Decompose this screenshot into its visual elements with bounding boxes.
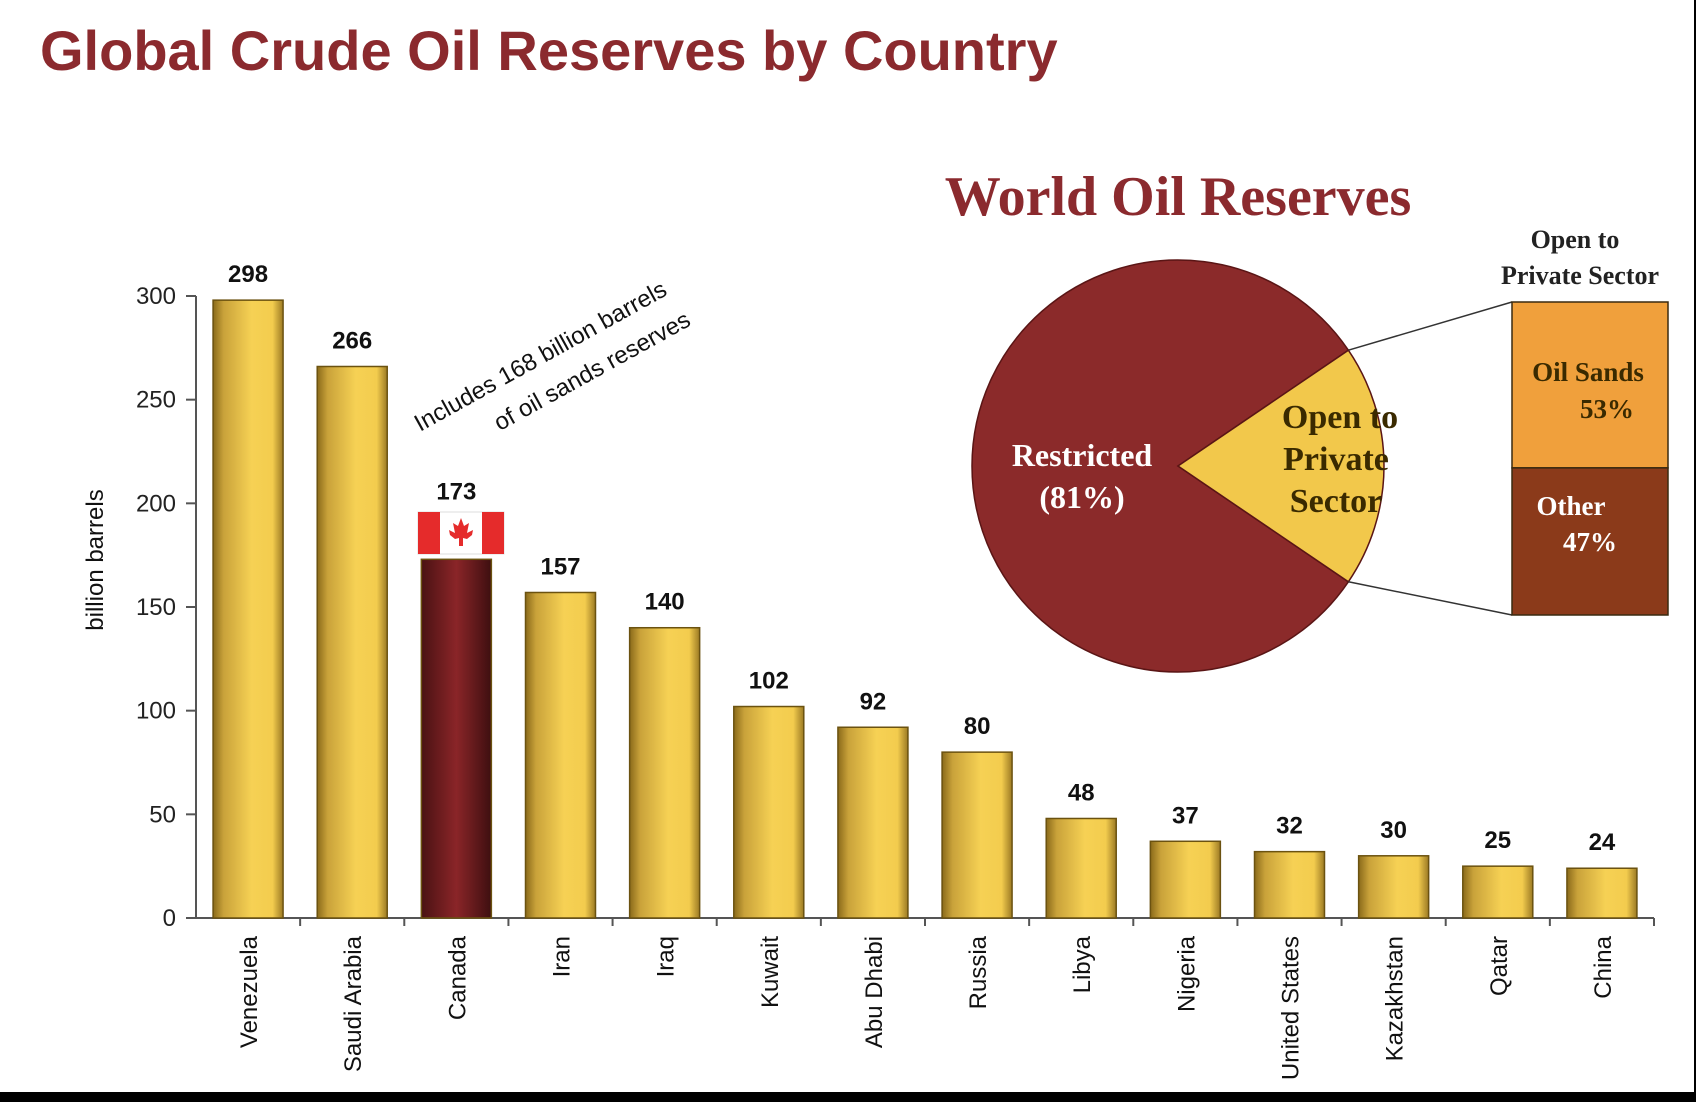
x-tick-label-venezuela: Venezuela <box>236 935 263 1048</box>
y-tick-label: 150 <box>136 594 176 621</box>
y-tick-label: 200 <box>136 490 176 517</box>
y-tick-label: 50 <box>149 801 176 828</box>
breakdown-connector-top <box>1348 301 1513 351</box>
value-label-libya: 48 <box>1068 779 1095 806</box>
canada-flag-icon <box>417 511 505 555</box>
bar-canada <box>420 558 493 919</box>
pie-chart-title: World Oil Reserves <box>945 166 1412 228</box>
value-labels: 298 266 173 157 140 102 92 80 48 37 32 30 25 24 <box>228 261 1616 856</box>
x-tick-label-united-states: United States <box>1278 936 1305 1080</box>
breakdown-pct-other: 47% <box>1563 527 1617 557</box>
x-tick-label-russia: Russia <box>965 935 992 1009</box>
value-label-united-states: 32 <box>1276 813 1303 840</box>
x-tick-label-abu-dhabi: Abu Dhabi <box>861 936 888 1048</box>
breakdown-label-oil-sands: Oil Sands <box>1532 357 1644 387</box>
bar-china <box>1566 867 1638 919</box>
bar-russia <box>941 751 1013 919</box>
bars <box>212 299 1638 919</box>
value-label-iraq: 140 <box>645 589 685 616</box>
y-tick-label: 250 <box>136 387 176 414</box>
breakdown-label-other: Other <box>1537 491 1606 521</box>
bar-iran <box>524 591 597 919</box>
bar-abu-dhabi <box>837 726 909 919</box>
value-label-kuwait: 102 <box>749 668 789 695</box>
oil-sands-annotation: Includes 168 billion barrels of oil sand… <box>410 276 695 437</box>
x-tick-label-china: China <box>1590 935 1617 998</box>
value-label-canada: 173 <box>436 478 476 505</box>
breakdown-title-line-1: Open to <box>1531 225 1620 254</box>
bar-venezuela <box>212 299 284 919</box>
breakdown-title-line-2: Private Sector <box>1501 261 1659 290</box>
value-label-kazakhstan: 30 <box>1380 817 1407 844</box>
pie-label-open-line-1: Open to <box>1282 399 1398 436</box>
value-label-iran: 157 <box>540 553 580 580</box>
x-tick-label-libya: Libya <box>1069 935 1096 993</box>
bar-nigeria <box>1149 840 1222 919</box>
page-title: Global Crude Oil Reserves by Country <box>40 19 1058 82</box>
breakdown-segment-other <box>1511 467 1669 616</box>
bar-chart: 0 50 100 150 200 250 300 298 266 173 157 140 102 92 8… <box>82 261 1655 1080</box>
breakdown-pct-oil-sands: 53% <box>1580 394 1634 424</box>
x-tick-label-nigeria: Nigeria <box>1173 935 1200 1012</box>
y-tick-label: 300 <box>136 283 176 310</box>
bar-kazakhstan <box>1357 855 1430 919</box>
breakdown-connector-bottom <box>1348 581 1513 616</box>
pie-label-restricted-pct: (81%) <box>1039 479 1124 515</box>
x-tick-label-kazakhstan: Kazakhstan <box>1382 936 1409 1061</box>
y-tick-label: 100 <box>136 698 176 725</box>
pie-label-open-line-3: Sector <box>1290 483 1383 520</box>
x-tick-label-canada: Canada <box>444 935 471 1020</box>
bar-iraq <box>628 626 701 919</box>
pie-slices <box>971 259 1385 673</box>
y-tick-label: 0 <box>163 905 176 932</box>
value-label-venezuela: 298 <box>228 261 268 288</box>
value-label-china: 24 <box>1589 829 1616 856</box>
value-label-qatar: 25 <box>1484 827 1511 854</box>
pie-label-restricted: Restricted <box>1012 437 1153 473</box>
x-tick-label-iraq: Iraq <box>653 936 680 977</box>
x-tick-label-kuwait: Kuwait <box>757 936 784 1008</box>
value-label-saudi-arabia: 266 <box>332 327 372 354</box>
bar-saudi-arabia <box>316 365 388 919</box>
bar-kuwait <box>733 705 805 919</box>
pie-slice-restricted <box>971 259 1350 673</box>
x-tick-label-qatar: Qatar <box>1486 936 1513 996</box>
pie-label-open-line-2: Private <box>1283 441 1389 478</box>
x-tick-label-saudi-arabia: Saudi Arabia <box>340 935 367 1072</box>
value-label-russia: 80 <box>964 713 991 740</box>
breakdown-bar <box>1511 301 1669 616</box>
y-axis-label: billion barrels <box>82 489 109 630</box>
bar-united-states <box>1253 850 1326 919</box>
x-axis-labels: Venezuela Saudi Arabia Canada Iran Iraq Kuwai… <box>236 918 1655 1080</box>
bar-qatar <box>1462 865 1534 919</box>
bar-libya <box>1045 817 1117 919</box>
x-tick-label-iran: Iran <box>549 936 576 977</box>
value-label-abu-dhabi: 92 <box>860 688 887 715</box>
pie-slice-open-to-private <box>1176 349 1385 583</box>
pie-chart: World Oil Reserves Open to Private Secto… <box>945 166 1669 673</box>
breakdown-segment-oil-sands <box>1511 301 1669 469</box>
value-label-nigeria: 37 <box>1172 802 1199 829</box>
